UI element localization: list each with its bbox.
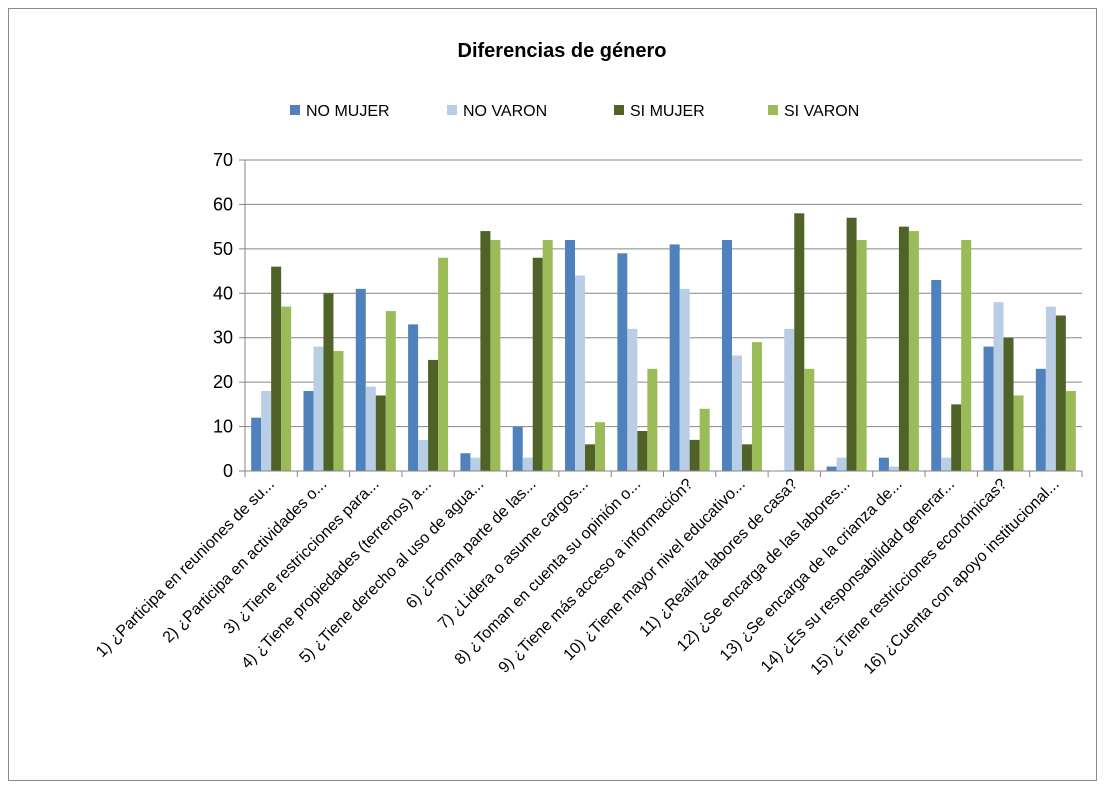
y-tick-label: 0	[223, 461, 233, 481]
bar-si-varon	[908, 231, 919, 471]
legend-label: SI VARON	[784, 103, 859, 120]
category-label: 16) ¿Cuenta con apoyo institucional...	[861, 476, 1063, 678]
bar-no-varon	[627, 328, 638, 471]
bar-no-varon	[470, 457, 481, 471]
bar-si-mujer	[794, 213, 805, 472]
bar-si-varon	[961, 239, 972, 471]
bar-si-mujer	[741, 444, 752, 471]
y-tick-label: 70	[213, 150, 233, 170]
bar-no-varon	[679, 288, 690, 471]
bar-si-varon	[490, 239, 501, 471]
y-tick-label: 10	[213, 417, 233, 437]
bar-no-mujer	[303, 391, 314, 471]
bar-si-varon	[699, 408, 710, 471]
bar-no-varon	[418, 439, 429, 471]
category-label: 15) ¿Tiene restricciones económicas?	[808, 476, 1011, 679]
bar-si-mujer	[532, 257, 543, 471]
bar-si-mujer	[585, 444, 596, 471]
bar-si-varon	[1013, 395, 1024, 471]
bar-si-varon	[804, 368, 815, 471]
legend-swatch	[614, 105, 624, 115]
bar-no-mujer	[408, 324, 419, 471]
bar-no-mujer	[826, 466, 837, 471]
category-label: 5) ¿Tiene derecho al uso de agua...	[296, 476, 487, 667]
legend-swatch	[768, 105, 778, 115]
bar-no-mujer	[1035, 368, 1046, 471]
legend-swatch	[290, 105, 300, 115]
bar-no-mujer	[983, 346, 994, 471]
bar-no-varon	[261, 391, 272, 471]
bar-no-varon	[941, 457, 952, 471]
bar-no-mujer	[251, 417, 262, 471]
bar-si-varon	[281, 306, 292, 471]
bar-no-varon	[784, 328, 795, 471]
y-tick-label: 40	[213, 283, 233, 303]
bar-no-mujer	[878, 457, 889, 471]
bar-si-varon	[751, 342, 762, 471]
legend-label: NO MUJER	[306, 103, 390, 120]
bar-no-varon	[522, 457, 533, 471]
bar-si-mujer	[323, 293, 334, 471]
bar-no-varon	[365, 386, 376, 471]
bar-si-mujer	[689, 439, 700, 471]
bar-no-varon	[731, 355, 742, 471]
category-label: 9) ¿Tiene más acceso a información?	[496, 476, 697, 677]
bars	[251, 213, 1076, 472]
bar-si-varon	[542, 239, 553, 471]
bar-si-varon	[385, 311, 396, 471]
bar-no-varon	[888, 466, 899, 471]
bar-si-varon	[595, 422, 606, 471]
bar-no-varon	[575, 275, 586, 471]
legend-label: SI MUJER	[630, 103, 705, 120]
bar-no-mujer	[460, 453, 471, 471]
bar-no-varon	[993, 302, 1004, 471]
bar-si-varon	[856, 239, 867, 471]
chart-title: Diferencias de género	[458, 40, 667, 62]
bar-no-varon	[836, 457, 847, 471]
category-label: 14) ¿Es su responsabilidad generar...	[758, 476, 958, 676]
category-label: 8) ¿Toman en cuenta su opinión o...	[452, 476, 645, 669]
bar-si-mujer	[1003, 337, 1014, 471]
bar-si-mujer	[637, 431, 648, 471]
legend-swatch	[447, 105, 457, 115]
category-label: 4) ¿Tiene propiedades (terrenos) a...	[238, 476, 434, 672]
y-tick-label: 20	[213, 372, 233, 392]
bar-no-mujer	[565, 239, 576, 471]
bar-no-mujer	[721, 239, 732, 471]
bar-si-mujer	[1055, 315, 1066, 471]
bar-si-mujer	[951, 404, 962, 471]
bar-no-mujer	[617, 253, 628, 471]
bar-no-varon	[1045, 306, 1056, 471]
bar-si-mujer	[271, 266, 282, 471]
bar-si-mujer	[428, 359, 439, 471]
bar-si-varon	[333, 351, 344, 471]
bar-no-mujer	[512, 426, 523, 471]
category-label: 10) ¿Tiene mayor nivel educativo...	[560, 476, 748, 664]
y-tick-label: 60	[213, 194, 233, 214]
bar-si-varon	[438, 257, 449, 471]
axes	[239, 159, 1083, 477]
bar-si-mujer	[480, 231, 491, 471]
category-label: 1) ¿Participa en reuniones de su...	[93, 476, 278, 661]
y-tick-labels: 0 10 20 30 40 50 60 70	[213, 150, 233, 481]
bar-no-mujer	[669, 244, 680, 471]
bar-no-mujer	[355, 288, 366, 471]
bar-si-varon	[1065, 391, 1076, 471]
bar-si-varon	[647, 368, 658, 471]
y-tick-label: 30	[213, 328, 233, 348]
bar-no-mujer	[931, 279, 942, 471]
legend: NO MUJER NO VARON SI MUJER SI VARON	[290, 103, 859, 120]
x-category-labels: 1) ¿Participa en reuniones de su...2) ¿P…	[93, 476, 1063, 679]
bar-no-varon	[313, 346, 324, 471]
bar-si-mujer	[898, 226, 909, 471]
bar-si-mujer	[375, 395, 386, 471]
legend-label: NO VARON	[463, 103, 547, 120]
bar-si-mujer	[846, 217, 857, 471]
category-label: 13) ¿Se encarga de la crianza de...	[717, 476, 906, 665]
y-tick-label: 50	[213, 239, 233, 259]
